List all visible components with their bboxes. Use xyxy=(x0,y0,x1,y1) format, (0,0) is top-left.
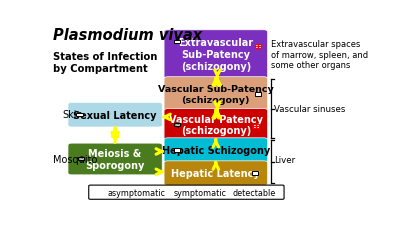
Text: Vascular sinuses: Vascular sinuses xyxy=(274,105,345,114)
Text: Vascular Patency
(schizogony): Vascular Patency (schizogony) xyxy=(169,114,263,136)
FancyBboxPatch shape xyxy=(68,144,162,175)
Bar xyxy=(76,113,82,117)
Text: Extravascular
Sub-Patency
(schizogony): Extravascular Sub-Patency (schizogony) xyxy=(178,38,254,71)
Bar xyxy=(78,157,84,161)
FancyBboxPatch shape xyxy=(164,109,268,141)
Text: Mosquito: Mosquito xyxy=(53,154,98,164)
FancyBboxPatch shape xyxy=(164,77,268,112)
Bar xyxy=(253,124,259,128)
FancyBboxPatch shape xyxy=(164,138,268,163)
Text: symptomatic: symptomatic xyxy=(174,188,227,197)
Text: asymptomatic: asymptomatic xyxy=(107,188,165,197)
Bar xyxy=(174,41,180,44)
Bar xyxy=(255,93,261,97)
Text: Vascular Sub-Patency
(schizogony): Vascular Sub-Patency (schizogony) xyxy=(158,85,274,104)
Text: ☺: ☺ xyxy=(78,156,84,162)
FancyBboxPatch shape xyxy=(89,185,284,199)
Text: ☺: ☺ xyxy=(174,122,180,128)
Bar xyxy=(96,191,103,194)
Text: Hepatic Latency: Hepatic Latency xyxy=(172,168,260,178)
Text: Plasmodium vivax: Plasmodium vivax xyxy=(53,28,202,43)
Text: Skin: Skin xyxy=(62,110,83,120)
Bar xyxy=(174,149,180,152)
Bar xyxy=(174,123,180,127)
Text: detectable: detectable xyxy=(233,188,276,197)
FancyBboxPatch shape xyxy=(164,161,268,186)
Text: Liver: Liver xyxy=(274,155,295,165)
Bar xyxy=(255,45,261,49)
Bar xyxy=(252,172,258,175)
FancyBboxPatch shape xyxy=(68,103,162,128)
Bar xyxy=(163,191,169,194)
Text: ☺: ☺ xyxy=(222,190,228,195)
Text: Sexual Latency: Sexual Latency xyxy=(73,110,157,120)
FancyBboxPatch shape xyxy=(164,31,268,79)
Text: Meiosis &
Sporogony: Meiosis & Sporogony xyxy=(86,149,145,170)
Text: Hepatic Schizogony: Hepatic Schizogony xyxy=(162,145,270,155)
Text: Extravascular spaces
of marrow, spleen, and
some other organs: Extravascular spaces of marrow, spleen, … xyxy=(271,40,368,70)
Bar xyxy=(222,191,228,194)
Text: States of Infection
by Compartment: States of Infection by Compartment xyxy=(53,52,158,74)
